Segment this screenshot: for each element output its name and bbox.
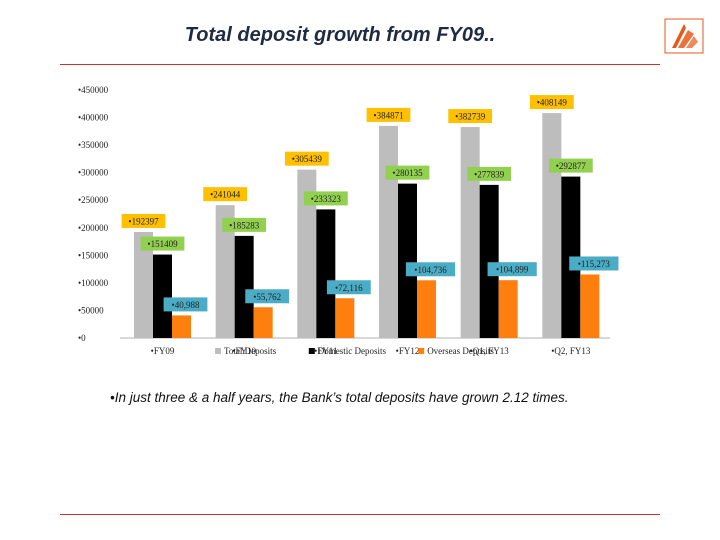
page-title: Total deposit growth from FY09..: [184, 24, 496, 46]
x-tick-label: •FY11: [314, 346, 337, 356]
data-label: •408149: [537, 98, 568, 108]
data-label-box: [140, 236, 185, 251]
y-tick-label: •100000: [78, 278, 109, 288]
y-tick-label: •200000: [78, 223, 109, 233]
data-label-box: [529, 95, 574, 110]
data-label-box: [303, 191, 348, 206]
bar-total-deposits: [215, 205, 235, 338]
x-tick-label: •Q2, FY13: [551, 346, 591, 356]
header-divider: [60, 64, 660, 65]
legend-swatch: [308, 348, 315, 354]
data-label-box: [385, 165, 430, 180]
bar-total-deposits: [297, 169, 317, 338]
data-label: •185283: [229, 220, 260, 230]
bar-overseas-deposits: [335, 298, 355, 338]
y-tick-label: •0: [78, 333, 86, 343]
data-label-box: [121, 213, 166, 228]
data-label-box: [569, 256, 619, 271]
x-tick-label: •FY10: [232, 346, 256, 356]
data-label: •384871: [373, 110, 403, 120]
data-label: •104,736: [414, 265, 447, 275]
x-tick-label: •FY12: [396, 346, 420, 356]
legend-label: Total Deposits: [224, 346, 277, 356]
bar-overseas-deposits: [498, 280, 518, 338]
data-label: •72,116: [335, 283, 363, 293]
bar-overseas-deposits: [253, 307, 273, 338]
bar-total-deposits: [460, 127, 480, 338]
data-label: •241044: [210, 190, 241, 200]
data-label: •277839: [474, 169, 505, 179]
y-tick-label: •350000: [78, 140, 109, 150]
bar-total-deposits: [379, 125, 398, 339]
bank-of-baroda-logo-icon: [664, 18, 704, 54]
data-label: •104,899: [496, 265, 529, 275]
data-label-box: [405, 262, 456, 277]
bar-domestic-deposits: [316, 209, 336, 338]
bar-domestic-deposits: [398, 183, 417, 338]
legend-label: Overseas Deposits: [427, 346, 494, 356]
data-label-box: [467, 166, 512, 181]
bar-domestic-deposits: [234, 235, 254, 338]
data-label: •305439: [292, 154, 323, 164]
legend-label: Domestic Deposits: [318, 346, 387, 356]
y-tick-label: •50000: [78, 305, 104, 315]
bar-domestic-deposits: [479, 184, 499, 338]
legend-swatch: [215, 348, 221, 354]
footer-divider: [60, 514, 660, 515]
bar-total-deposits: [542, 113, 562, 339]
data-label-box: [487, 262, 537, 277]
x-tick-label: •Q1, FY13: [470, 346, 510, 356]
y-tick-label: •450000: [78, 85, 109, 95]
data-label: •40,988: [172, 300, 200, 310]
data-label-box: [245, 289, 290, 304]
data-label-box: [284, 151, 329, 166]
data-label: •280135: [392, 168, 423, 178]
bar-overseas-deposits: [172, 315, 191, 338]
data-label-box: [326, 280, 371, 295]
data-label: •55,762: [253, 292, 281, 302]
y-tick-label: •150000: [78, 250, 109, 260]
data-label-box: [366, 107, 411, 122]
y-tick-label: •250000: [78, 195, 109, 205]
y-tick-label: •300000: [78, 168, 109, 178]
y-tick-label: •400000: [78, 113, 109, 123]
data-label: •292877: [556, 161, 587, 171]
legend-swatch: [418, 348, 425, 354]
data-label: •115,273: [578, 259, 611, 269]
data-label-box: [163, 297, 208, 312]
bar-total-deposits: [134, 231, 153, 338]
data-label: •151409: [147, 239, 178, 249]
data-label-box: [203, 187, 248, 202]
data-label: •233323: [311, 194, 342, 204]
chart-footnote: •In just three & a half years, the Bank’…: [110, 390, 569, 405]
bar-overseas-deposits: [580, 274, 600, 338]
bar-overseas-deposits: [417, 280, 436, 338]
footnote-text: In just three & a half years, the Bank’s…: [114, 390, 569, 405]
data-label-box: [222, 217, 267, 232]
data-label: •382739: [455, 112, 486, 122]
data-label-box: [448, 109, 493, 124]
data-label-box: [548, 158, 593, 173]
data-label: •192397: [128, 216, 159, 226]
x-tick-label: •FY09: [151, 346, 175, 356]
deposit-growth-chart: •0 •50000 •100000 •150000 •200000 •250000 •300…: [78, 85, 619, 356]
bar-domestic-deposits: [153, 254, 172, 338]
